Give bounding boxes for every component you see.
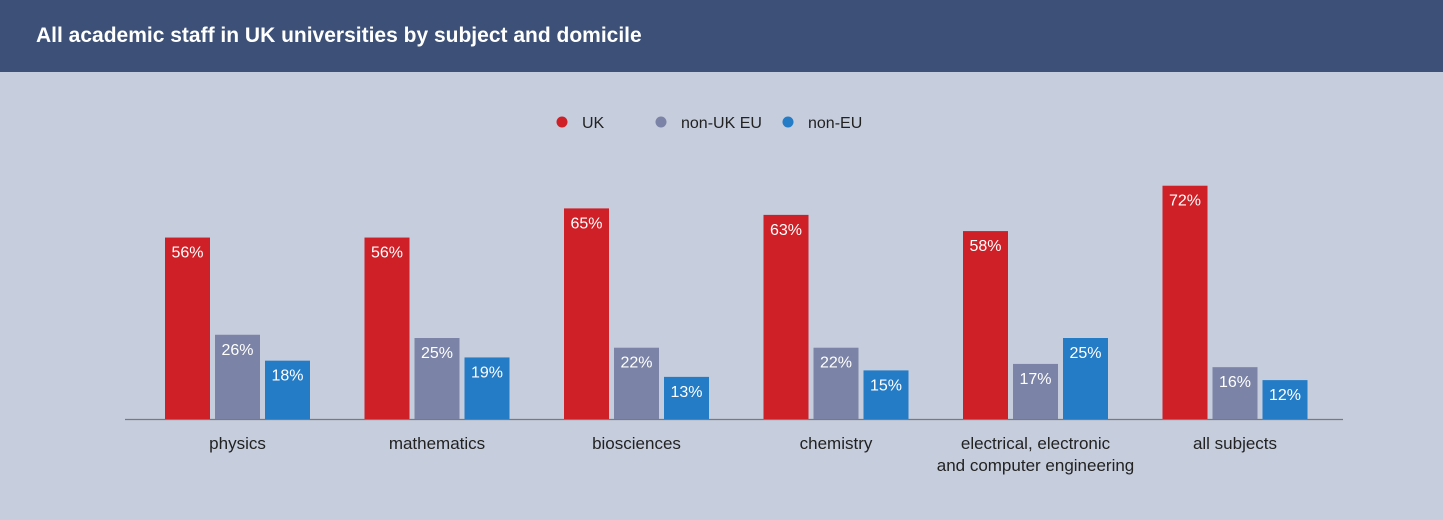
legend-label: UK [582,115,605,132]
bar [963,231,1008,419]
data-label: 25% [421,345,453,362]
bar [664,376,709,419]
bar [863,370,909,419]
chart-title: All academic staff in UK universities by… [36,24,642,47]
bar [165,237,210,419]
bar [564,208,609,419]
data-label: 16% [1219,374,1251,391]
data-label: 19% [471,364,503,381]
category-label: electrical, electronic [961,434,1111,453]
bar [1162,185,1208,419]
data-label: 22% [820,355,852,372]
bar [265,360,310,419]
data-label: 22% [620,355,652,372]
data-label: 56% [371,245,403,262]
bar [614,347,659,419]
category-label: physics [209,434,266,453]
legend-label: non-UK EU [681,115,762,132]
bar [763,214,809,419]
data-label: 63% [770,222,802,239]
bar [1262,380,1308,419]
legend-marker [655,116,667,128]
bar [1212,367,1258,419]
legend-marker [782,116,794,128]
data-label: 13% [670,384,702,401]
legend-marker [556,116,568,128]
data-label: 72% [1169,193,1201,210]
data-label: 65% [570,215,602,232]
data-label: 26% [221,342,253,359]
category-label: all subjects [1193,434,1277,453]
category-label: and computer engineering [937,456,1135,475]
category-label: mathematics [389,434,485,453]
data-label: 56% [171,245,203,262]
bar-chart: 56% 26% 18% physics 56% 25% 19% mathematics 65% 2… [125,115,1343,475]
category-label: biosciences [592,434,681,453]
bar [1063,338,1108,419]
bar [1013,363,1058,419]
bar [364,237,410,419]
bar [813,347,859,419]
data-label: 12% [1269,387,1301,404]
bar [215,334,260,419]
data-label: 15% [870,377,902,394]
data-label: 17% [1019,371,1051,388]
legend-label: non-EU [808,115,862,132]
bar [414,338,460,419]
data-label: 25% [1069,345,1101,362]
chart-panel: 56% 26% 18% physics 56% 25% 19% mathematics 65% 2… [0,72,1443,520]
data-label: 18% [271,368,303,385]
chart-header: All academic staff in UK universities by… [0,0,1443,72]
bar [464,357,510,419]
data-label: 58% [969,238,1001,255]
category-label: chemistry [800,434,873,453]
